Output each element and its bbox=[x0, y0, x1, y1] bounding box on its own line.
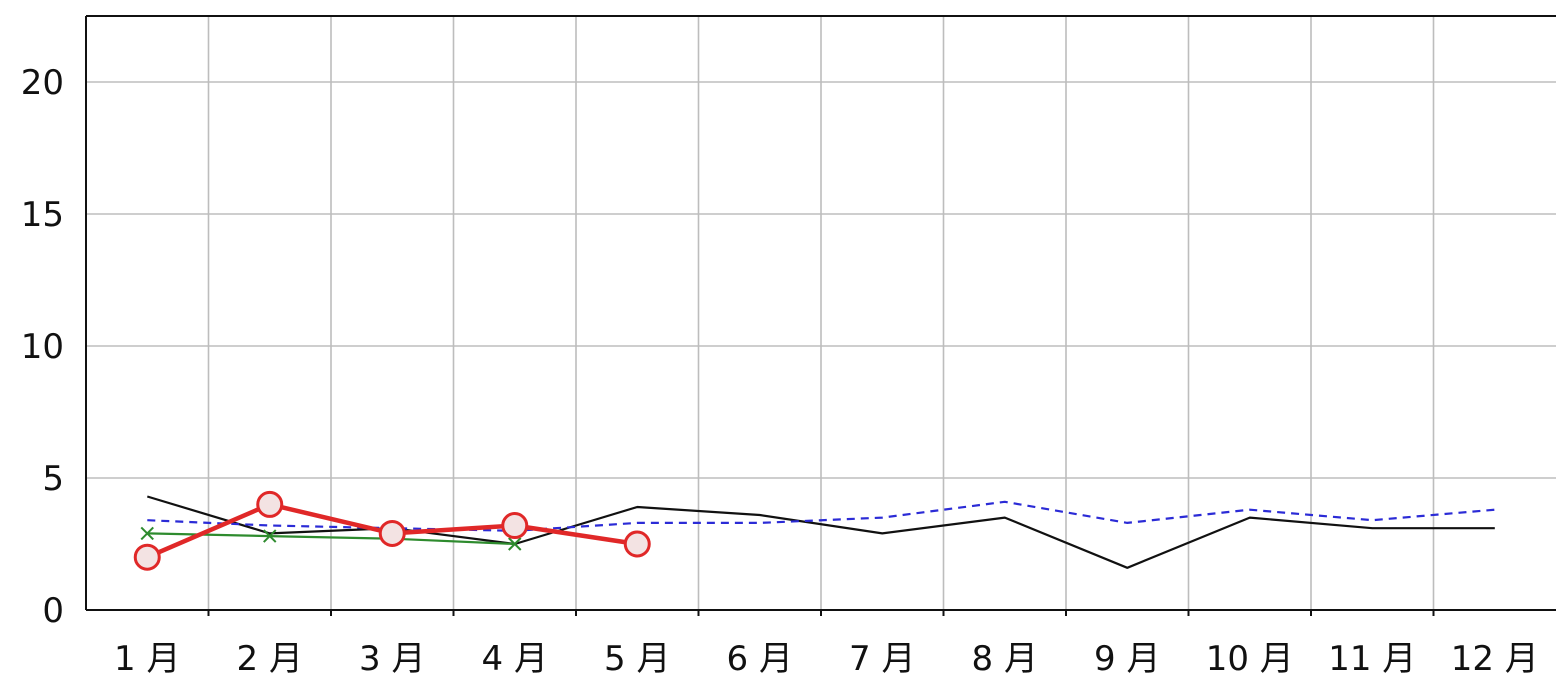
series-3-point-2 bbox=[378, 519, 406, 547]
x-tick-label: 10 月 bbox=[1206, 639, 1294, 677]
grid bbox=[86, 16, 1556, 610]
x-tick-label: 2 月 bbox=[237, 639, 303, 677]
y-tick-label: 20 bbox=[21, 63, 64, 103]
x-tick-label: 9 月 bbox=[1094, 639, 1160, 677]
x-tick-label: 7 月 bbox=[849, 639, 915, 677]
x-tick-label: 5 月 bbox=[604, 639, 670, 677]
y-tick-label: 15 bbox=[21, 195, 64, 235]
series-2-point-1 bbox=[263, 529, 277, 543]
x-tick-labels: 1 月 2 月 3 月 4 月 5 月 6 月 7 月 8 月 9 月 10 月 11 月 12 月 bbox=[114, 639, 1539, 677]
series-3-point-1 bbox=[256, 490, 284, 518]
series-3-point-3 bbox=[501, 512, 529, 540]
y-tick-label: 5 bbox=[42, 459, 64, 499]
x-tick-label: 11 月 bbox=[1328, 639, 1416, 677]
x-tick-label: 3 月 bbox=[359, 639, 425, 677]
y-tick-label: 0 bbox=[42, 591, 64, 631]
x-tick-label: 6 月 bbox=[727, 639, 793, 677]
series-3-point-0 bbox=[133, 543, 161, 571]
x-tick-label: 4 月 bbox=[482, 639, 548, 677]
y-tick-label: 10 bbox=[21, 327, 64, 367]
series-3-point-4 bbox=[623, 530, 651, 558]
series-line-2 bbox=[147, 532, 515, 546]
x-tick-label: 12 月 bbox=[1451, 639, 1539, 677]
series bbox=[133, 490, 1495, 571]
axes bbox=[85, 15, 1556, 616]
x-tick-label: 1 月 bbox=[114, 639, 180, 677]
series-2-point-0 bbox=[140, 526, 154, 541]
y-tick-labels: 0 5 10 15 20 bbox=[21, 63, 64, 631]
x-tick-label: 8 月 bbox=[972, 639, 1038, 677]
series-2-point-3 bbox=[508, 537, 522, 551]
